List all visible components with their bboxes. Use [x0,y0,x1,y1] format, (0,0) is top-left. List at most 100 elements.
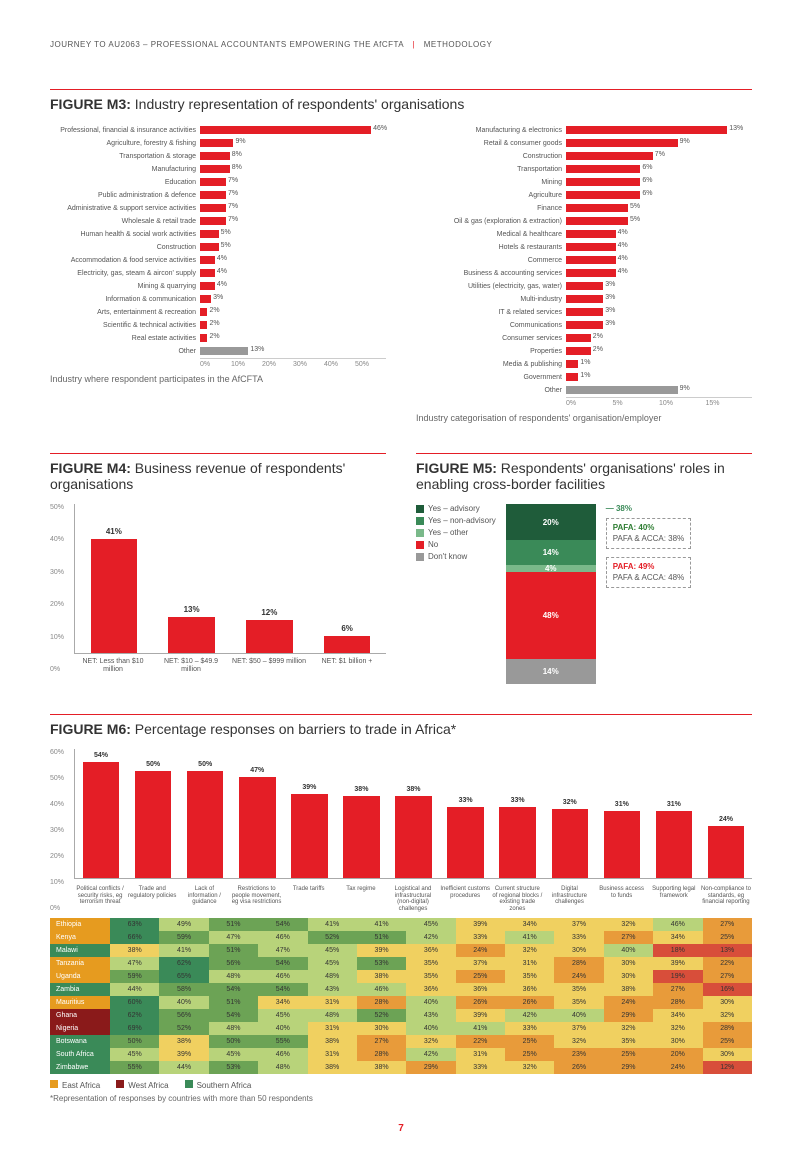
heat-cell: 40% [159,996,208,1009]
heat-cell: 50% [209,1035,258,1048]
heat-cell: 46% [258,1048,307,1061]
country-cell: Zambia [50,983,110,996]
heat-cell: 30% [653,1035,702,1048]
heat-cell: 24% [456,944,505,957]
hbar-fill: 3% [200,295,211,303]
heat-row: Zambia44%58%54%54%43%46%36%36%36%35%38%2… [50,983,752,996]
hbar-fill: 5% [200,230,219,238]
hbar-label: Scientific & technical activities [50,322,200,329]
heat-cell: 62% [159,957,208,970]
hbar-row: Commerce4% [416,254,752,266]
heat-row: Tanzania47%62%56%54%45%53%35%37%31%28%30… [50,957,752,970]
heat-cell: 42% [505,1009,554,1022]
stack-segment: 14% [506,659,596,684]
heat-cell: 23% [554,1048,603,1061]
legend-swatch [416,529,424,537]
heat-cell: 41% [308,918,357,931]
figure-m5-title: FIGURE M5: Respondents' organisations' r… [416,453,752,492]
heat-cell: 13% [703,944,753,957]
heat-cell: 31% [308,1022,357,1035]
hbar-row: Public administration & defence 7% [50,189,386,201]
hbar-fill: 8% [200,152,230,160]
figure-m5-annotations: — 38% PAFA: 40% PAFA & ACCA: 38% PAFA: 4… [606,504,691,684]
country-cell: South Africa [50,1048,110,1061]
country-cell: Malawi [50,944,110,957]
hbar-value: 5% [221,242,231,249]
heat-cell: 55% [110,1061,159,1074]
hbar-row: Media & publishing1% [416,358,752,370]
heat-cell: 50% [110,1035,159,1048]
heat-cell: 46% [653,918,702,931]
hbar-row: Oil & gas (exploration & extraction)5% [416,215,752,227]
m6-bar: 31% [648,749,700,878]
heat-cell: 51% [209,918,258,931]
heat-cell: 41% [357,918,406,931]
legend-item: Don't know [416,552,496,561]
heat-cell: 37% [456,957,505,970]
hbar-value: 1% [580,372,590,379]
heat-cell: 36% [406,983,455,996]
hbar-label: Administrative & support service activit… [50,205,200,212]
heat-row: Ghana62%56%54%45%48%52%43%39%42%40%29%34… [50,1009,752,1022]
hbar-fill: 2% [200,321,207,329]
heat-cell: 41% [159,944,208,957]
hbar-row: Construction5% [50,241,386,253]
m6-bar: 50% [179,749,231,878]
heat-cell: 12% [703,1061,753,1074]
hbar-fill: 2% [200,334,207,342]
hbar-value: 3% [605,307,615,314]
figure-m3-right-chart: Manufacturing & electronics13%Retail & c… [416,124,752,423]
heat-cell: 34% [505,918,554,931]
hbar-row: Other9% [416,384,752,396]
heat-cell: 38% [604,983,653,996]
hbar-value: 5% [221,229,231,236]
heat-cell: 52% [159,1022,208,1035]
heat-cell: 56% [209,957,258,970]
m6-bar: 33% [440,749,492,878]
hbar-row: Scientific & technical activities2% [50,319,386,331]
stack-segment: 48% [506,572,596,658]
figure-m5: FIGURE M5: Respondents' organisations' r… [416,453,752,684]
heat-cell: 24% [653,1061,702,1074]
figure-m3-left-chart: Professional, financial & insurance acti… [50,124,386,423]
figure-m6-heat-table: Ethiopia63%49%51%54%41%41%45%39%34%37%32… [50,918,752,1074]
legend-swatch [416,517,424,525]
hbar-fill: 9% [566,139,678,147]
heat-cell: 53% [209,1061,258,1074]
hbar-fill: 5% [200,243,219,251]
region-legend-item: Southern Africa [185,1081,252,1090]
stack-segment: 20% [506,504,596,540]
heat-cell: 40% [406,1022,455,1035]
hbar-fill: 5% [566,204,628,212]
hbar-value: 4% [618,268,628,275]
heat-cell: 36% [456,983,505,996]
hbar-label: Electricity, gas, steam & aircon' supply [50,270,200,277]
hbar-label: Professional, financial & insurance acti… [50,127,200,134]
hbar-value: 5% [630,203,640,210]
heat-cell: 35% [505,970,554,983]
stack-segment: 14% [506,540,596,565]
heat-cell: 38% [159,1035,208,1048]
heat-row: Zimbabwe55%44%53%48%38%38%29%33%32%26%29… [50,1061,752,1074]
hbar-value: 7% [228,190,238,197]
heat-cell: 66% [110,931,159,944]
heat-cell: 45% [308,944,357,957]
heat-cell: 69% [110,1022,159,1035]
m6-bar: 39% [283,749,335,878]
hbar-value: 9% [680,138,690,145]
hbar-label: Construction [50,244,200,251]
heat-cell: 28% [357,1048,406,1061]
legend-item: Yes – advisory [416,504,496,513]
heat-cell: 28% [653,996,702,1009]
hbar-label: Public administration & defence [50,192,200,199]
hbar-fill: 13% [200,347,248,355]
heat-cell: 33% [505,1022,554,1035]
m6-bar: 32% [544,749,596,878]
hbar-fill: 1% [566,373,578,381]
heat-cell: 39% [456,918,505,931]
section-name: METHODOLOGY [424,40,493,49]
hbar-value: 4% [618,229,628,236]
heat-cell: 35% [406,957,455,970]
hbar-row: Agriculture6% [416,189,752,201]
hbar-fill: 3% [566,308,603,316]
